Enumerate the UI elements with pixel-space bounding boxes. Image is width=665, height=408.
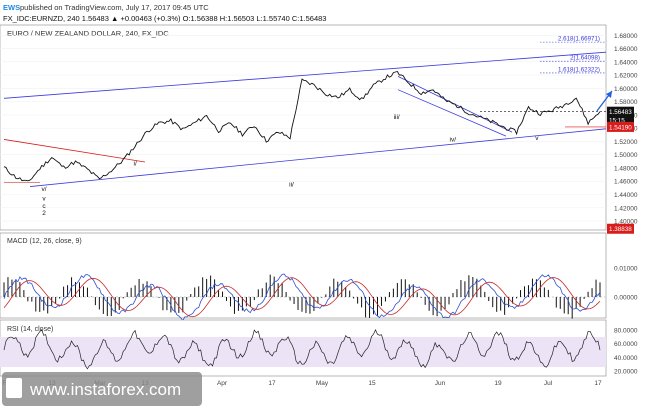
wave-label: i/ [134,160,137,167]
rsi-tick-label: 20.0000 [614,368,638,375]
price-badge-label: 15:15 [609,118,625,125]
channel-lower-line[interactable] [29,128,607,187]
wave-label: v [535,135,539,142]
wave-label: v/ [41,186,46,193]
time-tick-label: Jun [435,380,446,387]
wave-label: c [42,203,46,210]
chart-title: EURO / NEW ZEALAND DOLLAR, 240, FX_IDC [7,29,169,38]
price-badge-label: 1.38838 [609,226,632,233]
price-badge [607,106,634,117]
macd-pane[interactable]: MACD (12, 26, close, 9) [0,232,607,322]
watermark-backdrop [2,372,202,406]
price-tick-label: 1.40000 [614,219,638,226]
price-series [3,70,601,182]
wave-label: v [42,195,46,202]
channel-upper-line[interactable] [3,51,607,99]
rsi-pane[interactable]: RSI (14, close) [0,319,607,377]
fib-level-label: 2(1.64098) [570,55,600,62]
author-badge[interactable]: EWS [3,3,20,12]
macd-tick-label: 0.00000 [614,295,638,302]
macd-tick-label: 0.01000 [614,266,638,273]
time-tick-label: 19 [494,380,502,387]
price-tick-label: 1.46000 [614,179,638,186]
wave-label: iv/ [450,136,457,143]
wave-label: iii/ [394,114,400,121]
rsi-tick-label: 80.0000 [614,328,638,335]
watermark-text: www.instaforex.com [29,380,181,399]
macd-line [3,273,601,322]
rsi-band [0,337,606,367]
macd-pane-frame [0,232,607,319]
price-badge-label: 1.56483 [609,109,632,116]
price-tick-label: 1.52000 [614,139,638,146]
price-tick-label: 1.42000 [614,205,638,212]
price-pane[interactable]: EURO / NEW ZEALAND DOLLAR, 240, FX_IDC 2… [0,24,665,231]
time-tick-label: 15 [368,380,376,387]
red-trendline[interactable] [3,139,146,163]
published-line: published on TradingView.com, July 17, 2… [20,3,209,12]
price-pane-frame [0,24,607,231]
price-tick-label: 1.64000 [614,59,638,66]
wave-label: 2 [42,210,46,217]
fib-level-label: 2.618(1.66971) [558,36,600,43]
time-tick-label: 17 [594,380,602,387]
price-tick-label: 1.60000 [614,86,638,93]
correction-channel-lower[interactable] [397,89,507,137]
time-tick-label: Apr [217,380,228,387]
rsi-tick-label: 60.0000 [614,341,638,348]
rsi-line [3,329,601,370]
price-badge-label: 1.54190 [609,124,632,131]
rsi-title: RSI (14, close) [7,326,53,333]
watermark-logo-icon [6,378,22,398]
macd-axis[interactable]: 0.01000 0.00000 [614,266,638,302]
price-badge [607,121,634,132]
chart-header: EWS published on TradingView.com, July 1… [3,3,326,23]
price-badge [607,223,634,234]
price-tick-label: 1.50000 [614,152,638,159]
price-gridlines [0,34,606,222]
fib-extensions[interactable]: 2.618(1.66971) 2(1.64098) 1.618(1.62322) [540,36,606,74]
fib-level-label: 1.618(1.62322) [558,66,600,73]
macd-title: MACD (12, 26, close, 9) [7,238,82,245]
price-tick-label: 1.66000 [614,46,638,53]
time-tick-label: Jul [544,380,553,387]
price-tick-label: 1.44000 [614,192,638,199]
forecast-arrowhead-icon [606,91,612,99]
time-tick-label: 17 [268,380,276,387]
price-tick-label: 1.62000 [614,73,638,80]
rsi-axis[interactable]: 80.0000 60.0000 40.0000 20.0000 [614,328,638,376]
watermark: www.instaforex.com [2,372,202,406]
time-tick-label: May [316,380,329,387]
macd-signal-line [3,277,601,318]
price-tick-label: 1.58000 [614,99,638,106]
price-tick-label: 1.48000 [614,165,638,172]
price-axis[interactable]: 1.68000 1.66000 1.64000 1.62000 1.60000 1.580… [607,33,638,234]
ohlc-line: FX_IDC:EURNZD, 240 1.56483 ▲ +0.00463 (+… [3,14,326,23]
elliott-wave-labels: i/v/vc2ii/iii/iv/vv/abiiiiiiiiivvi/b/a/c… [41,113,620,218]
price-badge [607,115,634,126]
rsi-tick-label: 40.0000 [614,355,638,362]
price-tick-label: 1.68000 [614,33,638,40]
wave-label: ii/ [289,182,294,189]
